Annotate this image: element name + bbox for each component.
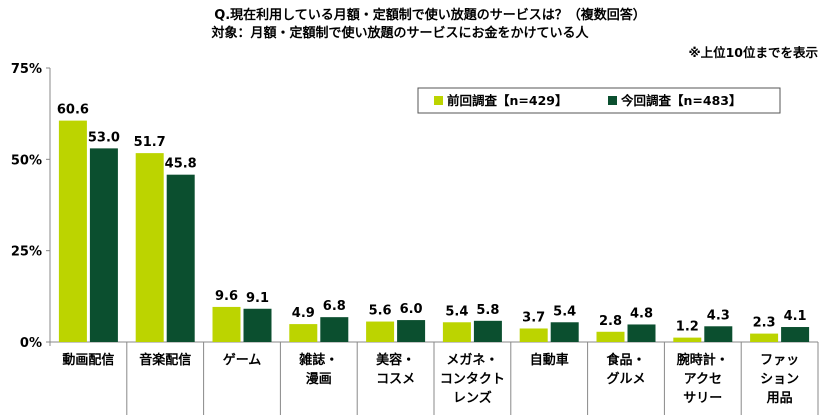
legend-label: 前回調査【n=429】 (447, 93, 567, 108)
category-label: メガネ・ (446, 353, 498, 368)
data-label: 5.8 (476, 303, 499, 318)
category-label: ファッ (760, 353, 799, 368)
bar-previous (212, 306, 241, 342)
category-label: アクセ (684, 372, 722, 387)
data-label: 53.0 (88, 130, 120, 145)
bar-current (397, 320, 426, 342)
category-label: 用品 (766, 391, 793, 406)
legend-label: 今回調査【n=483】 (620, 93, 741, 108)
data-label: 51.7 (134, 135, 166, 150)
chart-note: ※上位10位までを表示 (688, 45, 818, 60)
bar-previous (750, 333, 779, 342)
category-label: ション (760, 372, 799, 387)
category-label: コンタクト (440, 372, 505, 387)
data-label: 2.8 (599, 314, 622, 329)
category-label: 動画配信 (62, 352, 114, 368)
data-label: 6.8 (323, 299, 346, 314)
bar-previous (366, 321, 395, 342)
category-label: サリー (683, 391, 722, 406)
data-label: 4.1 (784, 309, 807, 324)
bar-previous (442, 322, 471, 342)
category-label: 食品・ (606, 352, 645, 368)
bar-current (781, 327, 810, 342)
bar-previous (519, 328, 548, 342)
y-tick-label: 25% (11, 245, 42, 260)
y-tick-label: 75% (11, 62, 42, 77)
data-label: 5.4 (445, 304, 468, 319)
category-label: 漫画 (306, 371, 332, 387)
category-label: 音楽配信 (139, 352, 191, 368)
category-label: 腕時計・ (677, 352, 729, 368)
category-label: コスメ (376, 372, 415, 387)
y-tick-label: 50% (11, 153, 42, 168)
bar-current (627, 324, 656, 342)
y-tick-label: 0% (20, 336, 42, 351)
category-label: 美容・ (376, 352, 415, 368)
bar-current (550, 322, 579, 342)
data-label: 4.8 (630, 306, 653, 321)
legend (417, 87, 781, 114)
bar-current (166, 174, 195, 342)
bar-current (320, 317, 349, 342)
data-label: 6.0 (400, 302, 423, 317)
category-label: ゲーム (223, 352, 262, 368)
bar-previous (673, 337, 702, 342)
data-label: 1.2 (676, 320, 699, 335)
category-label: グルメ (606, 371, 645, 387)
data-label: 5.4 (553, 304, 576, 319)
category-label: レンズ (453, 390, 492, 406)
data-label: 5.6 (369, 304, 392, 319)
bar-previous (58, 120, 87, 342)
bar-current (704, 326, 733, 342)
data-label: 4.9 (292, 306, 315, 321)
data-label: 2.3 (753, 316, 776, 331)
data-label: 60.6 (57, 103, 89, 118)
data-label: 4.3 (707, 308, 730, 323)
bar-previous (135, 153, 164, 342)
chart-subtitle: 対象：月額・定額制で使い放題のサービスにお金をかけている人 (211, 26, 589, 41)
chart-title: Q.現在利用している月額・定額制で使い放題のサービスは？（複数回答） (214, 8, 646, 23)
bar-previous (289, 324, 318, 342)
data-label: 45.8 (165, 157, 197, 172)
legend-swatch (434, 96, 443, 105)
category-label: 自動車 (530, 352, 569, 368)
bar-current (89, 148, 118, 342)
data-label: 3.7 (522, 310, 545, 325)
bar-current (243, 308, 272, 342)
legend-swatch (608, 96, 617, 105)
bar-current (473, 320, 502, 342)
bar-previous (596, 331, 625, 342)
data-label: 9.6 (215, 289, 238, 304)
data-label: 9.1 (246, 291, 269, 306)
category-label: 雑誌・ (298, 352, 338, 368)
